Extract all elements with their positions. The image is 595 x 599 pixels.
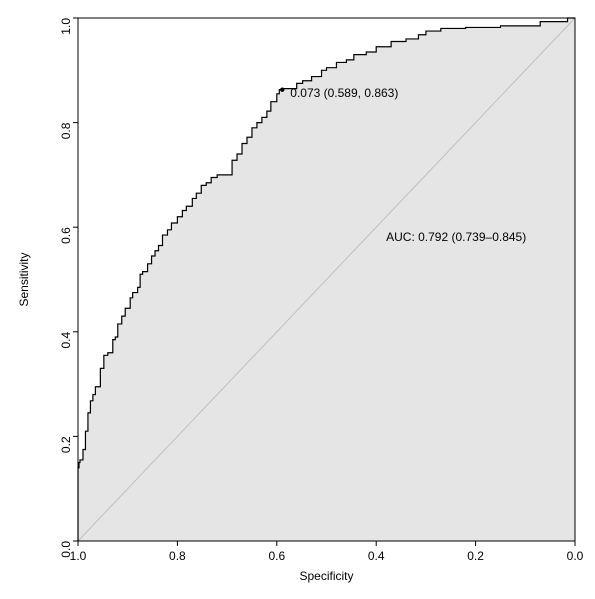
y-tick-label: 0.6 [59, 227, 73, 244]
x-tick-label: 0.2 [467, 549, 484, 563]
x-axis-label: Specificity [299, 569, 353, 583]
x-tick-label: 0.8 [169, 549, 186, 563]
y-tick-label: 0.8 [59, 122, 73, 139]
y-axis-label: Sensitivity [17, 252, 31, 306]
optimal-point-marker [280, 87, 284, 91]
x-tick-label: 0.4 [368, 549, 385, 563]
optimal-point-label: 0.073 (0.589, 0.863) [290, 86, 398, 100]
auc-text: AUC: 0.792 (0.739–0.845) [386, 230, 526, 244]
y-tick-label: 0.2 [59, 436, 73, 453]
x-tick-label: 0.6 [268, 549, 285, 563]
y-tick-label: 0.0 [59, 541, 73, 558]
y-tick-label: 1.0 [59, 18, 73, 35]
y-tick-label: 0.4 [59, 331, 73, 348]
x-tick-label: 0.0 [567, 549, 584, 563]
roc-svg: 1.00.80.60.40.20.00.00.20.40.60.81.0Spec… [0, 0, 595, 599]
roc-chart: 1.00.80.60.40.20.00.00.20.40.60.81.0Spec… [0, 0, 595, 599]
